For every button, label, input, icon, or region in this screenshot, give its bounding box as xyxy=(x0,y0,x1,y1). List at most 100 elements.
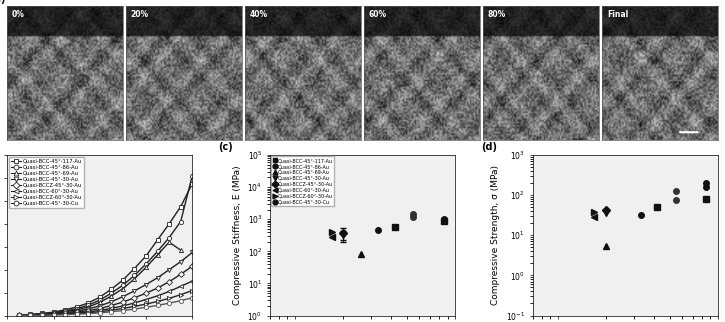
Quasi-BCC-45°-86-Au xyxy=(84,303,93,307)
Text: 80%: 80% xyxy=(488,10,506,19)
Text: (d): (d) xyxy=(481,142,497,152)
Line: Quasi-BCCZ-60°-30-Au: Quasi-BCCZ-60°-30-Au xyxy=(17,289,194,317)
Quasi-BCC-45°-30-Cu xyxy=(14,314,23,317)
Quasi-BCCZ-60°-30-Au xyxy=(165,297,173,300)
Quasi-BCCZ-60°-30-Au xyxy=(176,293,185,297)
Quasi-BCC-45°-86-Au xyxy=(130,273,138,277)
Quasi-BCC-45°-30-Cu xyxy=(26,313,35,317)
Text: 0%: 0% xyxy=(12,10,25,19)
Quasi-BCCZ-60°-30-Au xyxy=(14,314,23,317)
Quasi-BCCZ-60°-30-Au xyxy=(72,312,81,316)
Quasi-BCCZ-60°-30-Au xyxy=(107,308,116,312)
Quasi-BCC-45°-86-Au xyxy=(38,312,46,316)
Quasi-BCC-45°-69-Au xyxy=(49,311,58,315)
Quasi-BCC-60°-30-Au xyxy=(188,279,196,283)
Quasi-BCC-45°-86-Au xyxy=(26,313,35,317)
Quasi-BCC-60°-30-Au xyxy=(96,308,104,312)
Quasi-BCCZ-60°-30-Au xyxy=(26,313,35,317)
Quasi-BCC-45°-117-Au xyxy=(38,312,46,316)
Quasi-BCC-45°-117-Au xyxy=(119,278,128,282)
Quasi-BCCZ-45°-30-Au xyxy=(38,313,46,317)
Quasi-BCC-45°-86-Au xyxy=(153,250,162,253)
Quasi-BCCZ-60°-30-Au xyxy=(188,289,196,292)
Quasi-BCCZ-45°-30-Au xyxy=(130,296,138,300)
Quasi-BCC-45°-30-Cu xyxy=(176,299,185,303)
Quasi-BCC-60°-30-Au xyxy=(141,298,150,301)
Quasi-BCC-45°-69-Au xyxy=(26,313,35,317)
Quasi-BCCZ-45°-30-Au xyxy=(72,310,81,314)
Text: 20%: 20% xyxy=(131,10,149,19)
Quasi-BCC-45°-117-Au xyxy=(141,254,150,258)
Text: 40%: 40% xyxy=(250,10,268,19)
Quasi-BCC-45°-30-Au xyxy=(141,283,150,287)
Quasi-BCCZ-60°-30-Au xyxy=(49,313,58,317)
Quasi-BCC-45°-30-Cu xyxy=(153,303,162,307)
Quasi-BCCZ-60°-30-Au xyxy=(61,312,70,316)
Quasi-BCC-45°-30-Au xyxy=(107,300,116,304)
Quasi-BCC-45°-69-Au xyxy=(38,312,46,316)
Quasi-BCC-45°-86-Au xyxy=(119,283,128,287)
Line: Quasi-BCC-60°-30-Au: Quasi-BCC-60°-30-Au xyxy=(17,279,194,317)
Quasi-BCCZ-60°-30-Au xyxy=(38,313,46,317)
Quasi-BCC-45°-69-Au xyxy=(61,310,70,314)
Quasi-BCC-60°-30-Au xyxy=(119,304,128,308)
Text: 60%: 60% xyxy=(369,10,387,19)
Quasi-BCC-60°-30-Au xyxy=(61,312,70,316)
Quasi-BCC-60°-30-Au xyxy=(153,294,162,298)
Quasi-BCC-45°-117-Au xyxy=(61,308,70,312)
Quasi-BCC-45°-30-Cu xyxy=(96,311,104,315)
Y-axis label: Compressive Strength, σ (MPa): Compressive Strength, σ (MPa) xyxy=(492,165,500,305)
Quasi-BCC-45°-86-Au xyxy=(188,174,196,177)
Quasi-BCC-45°-30-Au xyxy=(165,268,173,272)
Quasi-BCCZ-45°-30-Au xyxy=(96,307,104,310)
Quasi-BCC-45°-69-Au xyxy=(130,277,138,281)
Quasi-BCCZ-45°-30-Au xyxy=(61,311,70,315)
Quasi-BCCZ-60°-30-Au xyxy=(130,305,138,308)
Legend: Quasi-BCC-45°-117-Au, Quasi-BCC-45°-86-Au, Quasi-BCC-45°-69-Au, Quasi-BCC-45°-30: Quasi-BCC-45°-117-Au, Quasi-BCC-45°-86-A… xyxy=(271,156,334,206)
Quasi-BCC-60°-30-Au xyxy=(84,310,93,314)
Quasi-BCC-45°-117-Au xyxy=(14,313,23,317)
Quasi-BCC-45°-30-Cu xyxy=(107,310,116,314)
Quasi-BCC-45°-30-Cu xyxy=(72,312,81,316)
Quasi-BCCZ-45°-30-Au xyxy=(14,313,23,317)
Quasi-BCC-60°-30-Au xyxy=(38,313,46,317)
Quasi-BCC-45°-30-Cu xyxy=(61,313,70,317)
Line: Quasi-BCC-45°-30-Cu: Quasi-BCC-45°-30-Cu xyxy=(17,296,194,317)
Quasi-BCC-60°-30-Au xyxy=(107,307,116,310)
Quasi-BCC-45°-30-Au xyxy=(72,309,81,313)
Quasi-BCC-45°-30-Au xyxy=(61,311,70,315)
Quasi-BCC-45°-30-Cu xyxy=(119,308,128,312)
Line: Quasi-BCCZ-45°-30-Au: Quasi-BCCZ-45°-30-Au xyxy=(17,264,194,317)
Quasi-BCCZ-60°-30-Au xyxy=(141,302,150,306)
Quasi-BCC-45°-30-Au xyxy=(96,304,104,308)
Quasi-BCC-60°-30-Au xyxy=(72,311,81,315)
Quasi-BCCZ-45°-30-Au xyxy=(188,264,196,268)
Quasi-BCC-45°-117-Au xyxy=(165,222,173,226)
Quasi-BCC-45°-30-Au xyxy=(188,251,196,254)
Quasi-BCCZ-60°-30-Au xyxy=(153,299,162,303)
Quasi-BCC-45°-86-Au xyxy=(96,298,104,302)
Quasi-BCC-45°-69-Au xyxy=(84,305,93,309)
Quasi-BCC-45°-30-Au xyxy=(14,313,23,317)
Quasi-BCC-45°-86-Au xyxy=(61,309,70,313)
Quasi-BCC-60°-30-Au xyxy=(26,313,35,317)
Quasi-BCC-45°-86-Au xyxy=(141,262,150,266)
Quasi-BCCZ-60°-30-Au xyxy=(119,307,128,310)
Quasi-BCC-45°-69-Au xyxy=(96,300,104,304)
Quasi-BCC-45°-30-Au xyxy=(176,260,185,264)
Quasi-BCCZ-60°-30-Au xyxy=(96,310,104,314)
Quasi-BCCZ-45°-30-Au xyxy=(141,291,150,295)
Quasi-BCC-45°-117-Au xyxy=(96,295,104,299)
Quasi-BCC-45°-69-Au xyxy=(141,265,150,269)
Quasi-BCC-45°-117-Au xyxy=(176,205,185,209)
Quasi-BCCZ-45°-30-Au xyxy=(119,300,128,304)
Quasi-BCCZ-45°-30-Au xyxy=(153,286,162,290)
Quasi-BCC-45°-30-Au xyxy=(153,276,162,279)
Quasi-BCC-60°-30-Au xyxy=(165,289,173,293)
Quasi-BCC-45°-69-Au xyxy=(153,253,162,257)
Quasi-BCC-45°-69-Au xyxy=(176,248,185,252)
Quasi-BCC-60°-30-Au xyxy=(130,301,138,305)
Quasi-BCC-45°-30-Cu xyxy=(130,307,138,311)
Line: Quasi-BCC-45°-30-Au: Quasi-BCC-45°-30-Au xyxy=(17,251,194,317)
Quasi-BCC-45°-117-Au xyxy=(84,301,93,305)
